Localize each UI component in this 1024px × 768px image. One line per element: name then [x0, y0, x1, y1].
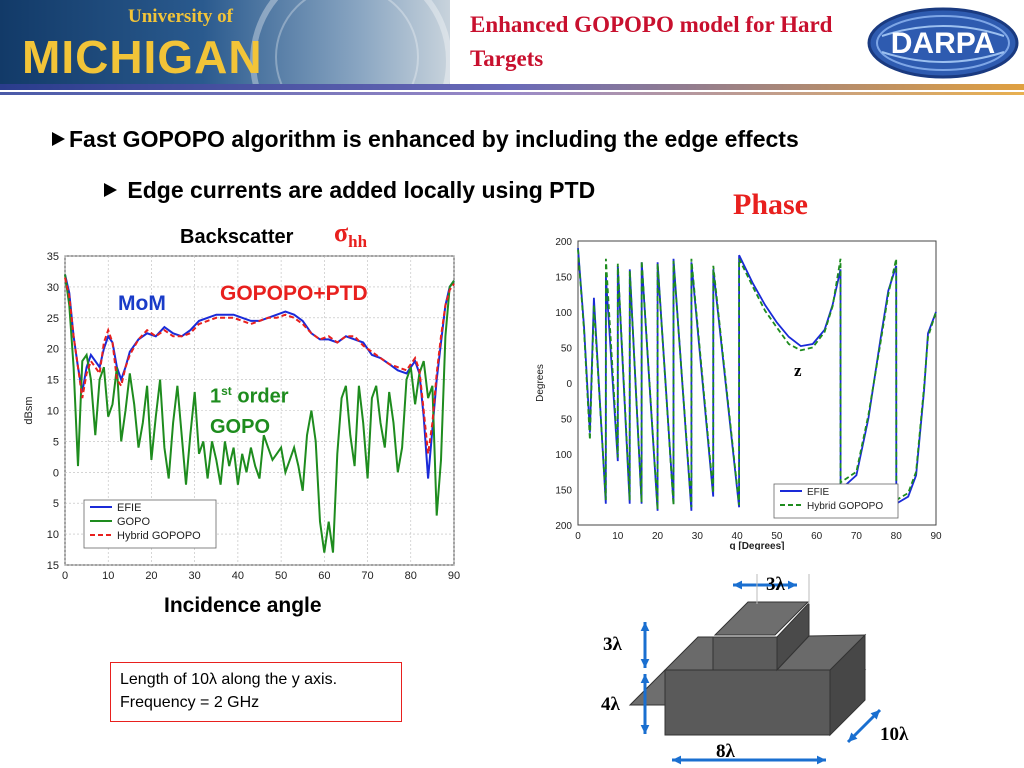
annotation-mom: MoM — [118, 292, 166, 315]
y-tick-label: 150 — [555, 486, 572, 497]
y-tick-label: 200 — [555, 521, 572, 532]
y-tick-label: 35 — [47, 251, 59, 263]
x-tick-label: 30 — [189, 570, 201, 582]
university-of-michigan-banner: University of MICHIGAN — [0, 0, 450, 84]
university-line: University of — [128, 6, 234, 27]
bullet-sub: Edge currents are added locally using PT… — [104, 177, 595, 204]
y-tick-label: 200 — [555, 237, 572, 248]
y-tick-label: 100 — [555, 308, 572, 319]
plot-area — [577, 240, 937, 526]
bullet-main: Fast GOPOPO algorithm is enhanced by inc… — [52, 126, 799, 153]
x-tick-label: 90 — [930, 531, 942, 542]
y-tick-label: 5 — [53, 436, 59, 448]
slide-title: Enhanced GOPOPO model for Hard Targets — [470, 12, 833, 71]
x-tick-label: 20 — [145, 570, 157, 582]
gopo-ordinal: 1 — [210, 385, 222, 408]
x-tick-label: 40 — [732, 531, 744, 542]
x-tick-label: 0 — [62, 570, 68, 582]
dim-depth: 10λ — [880, 724, 909, 745]
sigma-hh-label: σhh — [334, 218, 367, 252]
x-tick-label: 10 — [102, 570, 114, 582]
bullet-main-text: Fast GOPOPO algorithm is enhanced by inc… — [69, 126, 799, 152]
sigma-symbol: σ — [334, 218, 349, 247]
legend-box — [773, 483, 899, 519]
x-tick-label: 20 — [652, 531, 664, 542]
darpa-logo-text: DARPA — [891, 27, 995, 60]
info-frequency: Frequency = 2 GHz — [120, 694, 260, 711]
university-name: MICHIGAN — [22, 31, 263, 83]
bullet-sub-text: Edge currents are added locally using PT… — [127, 177, 596, 203]
header-rule — [0, 84, 1024, 90]
base-top-right — [775, 634, 867, 671]
dim-base-height: 4λ — [601, 694, 620, 715]
x-tick-label: 0 — [575, 531, 581, 542]
dim-top-height: 3λ — [603, 634, 622, 655]
x-axis-label: q [Degrees] — [729, 541, 784, 550]
annotation-gopopo-ptd: GOPOPO+PTD — [220, 282, 368, 305]
x-tick-label: 40 — [232, 570, 244, 582]
dim-base-width: 8λ — [716, 741, 735, 762]
annotation-z: z — [794, 361, 802, 380]
bullet-arrow-icon — [104, 182, 117, 197]
x-tick-label: 50 — [275, 570, 287, 582]
y-axis-label: Degrees — [535, 364, 546, 402]
y-tick-label: 0 — [53, 467, 59, 479]
y-tick-label: 20 — [47, 344, 59, 356]
series-line-gopo — [64, 274, 455, 553]
header-rule-thin — [0, 92, 1024, 95]
incidence-angle-label: Incidence angle — [164, 594, 322, 617]
y-tick-label: 15 — [47, 560, 59, 572]
y-tick-label: 10 — [47, 529, 59, 541]
y-tick-label: 150 — [555, 273, 572, 284]
y-tick-label: 25 — [47, 313, 59, 325]
university-seal-watermark — [250, 0, 450, 84]
x-tick-label: 70 — [361, 570, 373, 582]
y-tick-label: 30 — [47, 282, 59, 294]
legend-entry: EFIE — [117, 502, 141, 514]
darpa-logo: DARPA — [867, 7, 1019, 79]
backscatter-title: Backscatter — [180, 226, 294, 248]
x-tick-label: 50 — [771, 531, 783, 542]
info-box: Length of 10λ along the y axis. Frequenc… — [110, 662, 402, 722]
top-block-top-face — [713, 601, 810, 636]
x-tick-label: 80 — [405, 570, 417, 582]
bullet-arrow-icon — [52, 131, 65, 146]
base-top-left — [663, 636, 714, 671]
x-tick-label: 30 — [692, 531, 704, 542]
target-geometry-diagram — [628, 601, 867, 737]
legend-entry: Hybrid GOPOPO — [807, 501, 883, 512]
annotation-first-order-gopo: 1st order GOPO — [210, 376, 288, 442]
gopo-ordinal-suffix: st — [221, 384, 232, 398]
legend-entry: GOPO — [117, 516, 150, 528]
y-tick-label: 50 — [561, 415, 573, 426]
top-block-front-face — [712, 636, 778, 671]
x-tick-label: 60 — [318, 570, 330, 582]
dim-top-width: 3λ — [766, 574, 785, 595]
series-line-hybrid-gopopo — [64, 277, 455, 454]
sigma-subscript: hh — [348, 232, 368, 252]
base-front-face — [664, 669, 831, 736]
legend-entry: EFIE — [807, 487, 830, 498]
gopo-order-word: order — [231, 385, 289, 408]
y-tick-label: 0 — [566, 379, 572, 390]
x-tick-label: 10 — [612, 531, 624, 542]
y-tick-label: 100 — [555, 450, 572, 461]
phase-title: Phase — [733, 188, 808, 221]
x-tick-label: 80 — [891, 531, 903, 542]
y-axis-label: dBsm — [23, 396, 35, 424]
y-tick-label: 5 — [53, 498, 59, 510]
y-tick-label: 50 — [561, 344, 573, 355]
x-tick-label: 70 — [851, 531, 863, 542]
phase-chart: 0 10 20 30 40 50 60 70 80 90 200 150 100 50 0 50 100 150 2… — [535, 237, 942, 550]
legend-entry: Hybrid GOPOPO — [117, 530, 201, 542]
university-seal-inner-ring — [275, 0, 419, 84]
backscatter-chart: 0 10 20 30 40 50 60 70 80 903530252015105051015dB… — [23, 251, 460, 582]
gopo-label: GOPO — [210, 415, 271, 438]
x-tick-label: 90 — [448, 570, 460, 582]
y-tick-label: 15 — [47, 375, 59, 387]
y-tick-label: 10 — [47, 406, 59, 418]
x-tick-label: 60 — [811, 531, 823, 542]
series-line-hybrid-gopopo — [577, 249, 937, 510]
info-length: Length of 10λ along the y axis. — [120, 671, 338, 688]
